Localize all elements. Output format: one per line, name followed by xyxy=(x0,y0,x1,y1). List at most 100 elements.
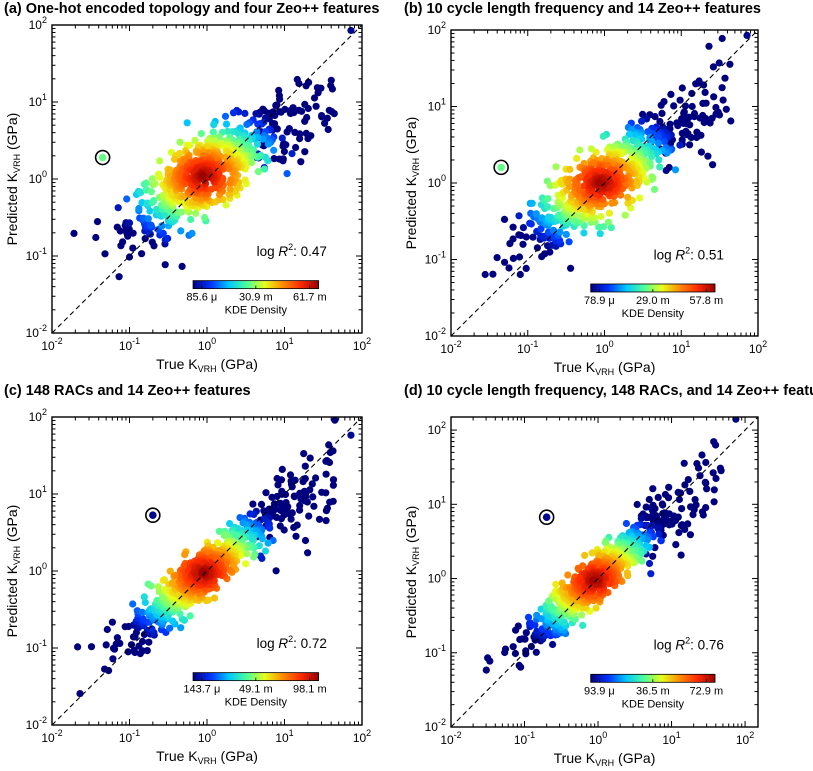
scatter-point xyxy=(698,451,706,459)
scatter-point xyxy=(329,481,337,489)
scatter-point xyxy=(262,489,270,497)
scatter-point xyxy=(524,613,533,621)
scatter-point xyxy=(331,417,339,424)
scatter-point xyxy=(660,138,669,146)
scatter-point xyxy=(213,539,222,547)
r2-value: : 0.47 xyxy=(293,244,327,259)
scatter-point xyxy=(226,185,234,193)
colorbar-tick-label: 72.9 m xyxy=(689,685,723,697)
scatter-point xyxy=(204,596,212,604)
scatter-point xyxy=(279,142,287,150)
scatter-point-max xyxy=(743,31,751,39)
x-tick-exp: 0 xyxy=(602,730,607,740)
scatter-point xyxy=(680,109,688,117)
r2-symbol: R xyxy=(675,248,685,263)
scatter-point xyxy=(532,210,540,218)
scatter-point xyxy=(710,93,718,101)
colorbar-tick-label: 30.9 m xyxy=(239,292,273,304)
x-tick-label: 100 xyxy=(198,728,216,745)
scatter-point xyxy=(177,208,185,216)
y-tick-label: 100 xyxy=(29,169,47,186)
colorbar-tick-label: 85.6 μ xyxy=(186,292,217,304)
scatter-point xyxy=(655,530,663,538)
scatter-point xyxy=(275,91,283,100)
x-tick-label: 10-1 xyxy=(119,728,140,745)
scatter-point xyxy=(181,551,189,559)
x-tick-exp: -1 xyxy=(132,728,140,738)
colorbar-label: KDE Density xyxy=(225,697,288,709)
y-tick-label: 101 xyxy=(428,494,446,511)
scatter-point xyxy=(654,524,662,532)
y-tick-label: 10-1 xyxy=(425,643,446,660)
x-tick-label: 10-1 xyxy=(514,730,535,747)
x-tick-exp: 2 xyxy=(762,339,767,349)
x-tick-exp: -1 xyxy=(527,730,535,740)
scatter-point xyxy=(532,648,540,656)
y-axis-label-main: Predicted K xyxy=(403,565,419,638)
x-tick-base: 10 xyxy=(275,339,289,353)
y-tick-base: 10 xyxy=(26,641,40,655)
scatter-point xyxy=(645,559,654,568)
scatter-point xyxy=(688,89,696,98)
y-tick-exp: -1 xyxy=(39,638,47,648)
x-tick-exp: 1 xyxy=(685,339,690,349)
scatter-point xyxy=(289,104,297,112)
scatter-point xyxy=(310,502,318,510)
scatter-point xyxy=(145,638,153,646)
scatter-point xyxy=(177,624,185,632)
scatter-point xyxy=(166,624,174,632)
x-tick-base: 10 xyxy=(514,733,528,747)
x-axis-label-sub: VRH xyxy=(198,364,217,374)
scatter-point xyxy=(225,566,233,574)
scatter-point xyxy=(125,219,134,227)
scatter-point xyxy=(253,140,262,148)
scatter-point xyxy=(222,120,231,128)
y-axis-label-main: Predicted K xyxy=(403,176,419,249)
scatter-point xyxy=(301,462,309,470)
x-tick-label: 10-2 xyxy=(41,728,62,745)
scatter-point xyxy=(665,483,673,491)
scatter-point xyxy=(74,643,82,651)
scatter-point-max xyxy=(347,26,355,35)
scatter-point xyxy=(671,166,680,174)
x-tick-label: 102 xyxy=(353,728,371,745)
scatter-point xyxy=(515,661,523,670)
y-tick-label: 102 xyxy=(428,20,446,37)
scatter-point xyxy=(209,128,217,136)
scatter-point xyxy=(678,84,686,92)
scatter-point xyxy=(236,514,244,522)
scatter-point xyxy=(197,130,205,138)
scatter-point xyxy=(270,155,278,163)
scatter-point xyxy=(290,493,298,501)
y-tick-exp: 1 xyxy=(441,494,446,504)
scatter-point xyxy=(297,158,305,166)
scatter-point xyxy=(481,270,489,279)
scatter-point xyxy=(712,441,720,449)
scatter-point xyxy=(579,621,587,630)
scatter-point xyxy=(286,471,295,479)
scatter-point xyxy=(645,495,653,504)
scatter-point xyxy=(622,519,631,528)
scatter-point xyxy=(291,128,299,136)
r2-prefix: log xyxy=(257,244,279,259)
scatter-point xyxy=(199,569,207,577)
y-tick-label: 10-1 xyxy=(26,246,47,263)
scatter-point xyxy=(172,208,180,216)
y-tick-exp: 2 xyxy=(42,15,47,25)
scatter-point xyxy=(500,215,509,223)
scatter-point xyxy=(191,136,199,144)
scatter-point xyxy=(701,88,709,96)
scatter-point xyxy=(493,254,501,262)
scatter-point xyxy=(192,209,200,217)
scatter-point xyxy=(166,166,174,174)
scatter-point xyxy=(176,610,184,618)
scatter-point xyxy=(300,450,308,458)
x-tick-label: 10-1 xyxy=(119,336,140,353)
scatter-point xyxy=(290,523,298,532)
scatter-point xyxy=(109,655,117,663)
scatter-point xyxy=(531,621,539,629)
scatter-point xyxy=(657,101,665,109)
scatter-point xyxy=(633,500,641,509)
scatter-point xyxy=(624,199,632,207)
